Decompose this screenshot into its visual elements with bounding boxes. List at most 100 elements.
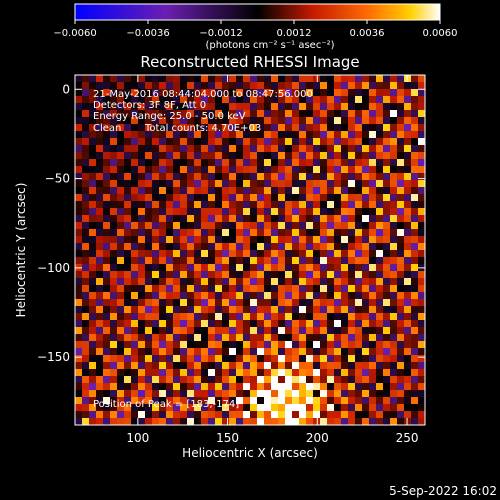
heatmap-cell <box>173 138 181 146</box>
heatmap-cell <box>313 292 321 300</box>
heatmap-cell <box>187 222 195 230</box>
heatmap-cell <box>334 173 342 181</box>
heatmap-cell <box>341 131 349 139</box>
heatmap-cell <box>285 320 293 328</box>
heatmap-cell <box>194 285 202 293</box>
heatmap-cell <box>257 243 265 251</box>
heatmap-cell <box>131 89 139 97</box>
heatmap-cell <box>124 152 132 160</box>
heatmap-cell <box>229 334 237 342</box>
heatmap-cell <box>243 103 251 111</box>
heatmap-cell <box>418 159 425 167</box>
heatmap-cell <box>236 313 244 321</box>
heatmap-cell <box>271 166 279 174</box>
heatmap-cell <box>299 390 307 398</box>
heatmap-cell <box>187 299 195 307</box>
heatmap-cell <box>355 418 363 425</box>
heatmap-cell <box>397 117 405 125</box>
heatmap-cell <box>180 313 188 321</box>
heatmap-cell <box>292 397 300 405</box>
heatmap-cell <box>117 327 125 335</box>
heatmap-cell <box>397 369 405 377</box>
heatmap-cell <box>138 173 146 181</box>
heatmap-cell <box>117 103 125 111</box>
heatmap-cell <box>145 390 153 398</box>
heatmap-cell <box>89 278 97 286</box>
heatmap-cell <box>166 285 174 293</box>
heatmap-cell <box>173 299 181 307</box>
heatmap-cell <box>201 96 209 104</box>
heatmap-cell <box>250 292 258 300</box>
heatmap-cell <box>411 194 419 202</box>
heatmap-cell <box>103 222 111 230</box>
heatmap-cell <box>96 180 104 188</box>
heatmap-cell <box>201 397 209 405</box>
heatmap-cell <box>124 159 132 167</box>
heatmap-cell <box>222 285 230 293</box>
heatmap-cell <box>271 376 279 384</box>
heatmap-cell <box>320 187 328 195</box>
heatmap-cell <box>341 194 349 202</box>
heatmap-cell <box>222 138 230 146</box>
heatmap-cell <box>334 117 342 125</box>
heatmap-cell <box>292 75 300 83</box>
heatmap-cell <box>334 348 342 356</box>
heatmap-cell <box>166 117 174 125</box>
heatmap-cell <box>250 418 258 425</box>
heatmap-cell <box>82 313 90 321</box>
heatmap-cell <box>243 411 251 419</box>
heatmap-cell <box>257 313 265 321</box>
heatmap-cell <box>243 194 251 202</box>
heatmap-cell <box>201 82 209 90</box>
heatmap-cell <box>369 355 377 363</box>
heatmap-cell <box>96 278 104 286</box>
heatmap-cell <box>201 250 209 258</box>
heatmap-cell <box>306 166 314 174</box>
heatmap-cell <box>411 152 419 160</box>
heatmap-cell <box>369 299 377 307</box>
heatmap-cell <box>285 103 293 111</box>
heatmap-cell <box>222 124 230 132</box>
heatmap-cell <box>397 194 405 202</box>
heatmap-cell <box>145 215 153 223</box>
heatmap-cell <box>75 306 83 314</box>
heatmap-cell <box>82 124 90 132</box>
heatmap-cell <box>299 313 307 321</box>
heatmap-cell <box>411 117 419 125</box>
heatmap-cell <box>250 278 258 286</box>
heatmap-cell <box>250 222 258 230</box>
heatmap-cell <box>376 201 384 209</box>
heatmap-cell <box>75 236 83 244</box>
heatmap-cell <box>180 243 188 251</box>
heatmap-cell <box>159 404 167 412</box>
heatmap-cell <box>166 411 174 419</box>
heatmap-cell <box>376 306 384 314</box>
heatmap-cell <box>376 117 384 125</box>
heatmap-cell <box>369 236 377 244</box>
heatmap-cell <box>411 124 419 132</box>
heatmap-cell <box>376 138 384 146</box>
heatmap-cell <box>236 201 244 209</box>
heatmap-cell <box>215 75 223 83</box>
heatmap-cell <box>327 194 335 202</box>
heatmap-cell <box>194 278 202 286</box>
heatmap-cell <box>82 152 90 160</box>
heatmap-cell <box>96 341 104 349</box>
heatmap-cell <box>376 145 384 153</box>
heatmap-cell <box>75 131 83 139</box>
heatmap-cell <box>215 299 223 307</box>
heatmap-cell <box>299 292 307 300</box>
heatmap-cell <box>348 159 356 167</box>
heatmap-cell <box>194 243 202 251</box>
heatmap-cell <box>222 292 230 300</box>
heatmap-cell <box>117 306 125 314</box>
heatmap-cell <box>145 271 153 279</box>
heatmap-cell <box>103 306 111 314</box>
heatmap-cell <box>397 103 405 111</box>
heatmap-cell <box>264 152 272 160</box>
heatmap-cell <box>229 166 237 174</box>
heatmap-cell <box>124 166 132 174</box>
heatmap-cell <box>117 362 125 370</box>
heatmap-cell <box>390 75 398 83</box>
